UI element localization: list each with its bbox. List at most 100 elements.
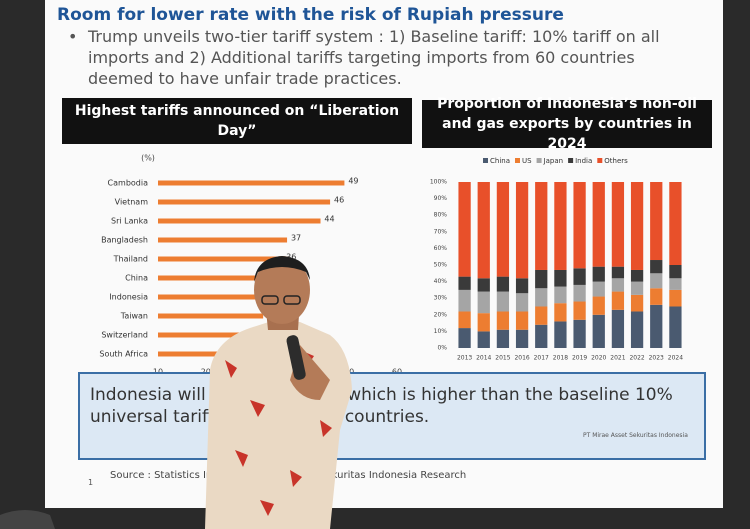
category-label: Vietnam	[115, 198, 149, 207]
legend-label: US	[522, 157, 532, 165]
bar-segment	[630, 311, 644, 348]
bar	[158, 294, 264, 300]
slide-title: Room for lower rate with the risk of Rup…	[57, 5, 564, 25]
bar	[158, 332, 259, 338]
callout: Indonesia will face 32% tariff, which is…	[78, 372, 706, 460]
bar-segment	[611, 309, 625, 348]
category-label: Taiwan	[120, 312, 148, 321]
value-label: 44	[324, 215, 334, 224]
legend-label: China	[490, 157, 510, 165]
y-tick-label: 100%	[430, 179, 447, 186]
bar-segment	[650, 182, 663, 261]
bar-segment	[515, 311, 529, 330]
x-tick-label: 2023	[649, 355, 664, 362]
bar	[158, 351, 254, 357]
bar-segment	[630, 182, 644, 270]
y-tick-label: 20%	[434, 311, 448, 318]
x-tick-label: 2020	[591, 355, 606, 362]
category-label: South Africa	[99, 350, 148, 359]
y-tick-label: 70%	[434, 228, 448, 235]
bar-segment	[535, 182, 548, 270]
bar-segment	[573, 268, 586, 285]
bar-segment	[611, 266, 625, 279]
bar	[158, 180, 345, 186]
bar-segment	[496, 276, 510, 292]
x-tick-label: 2024	[668, 355, 683, 362]
bar-segment	[630, 281, 644, 295]
value-label: 37	[291, 234, 301, 243]
bar	[158, 313, 264, 319]
bar-segment	[535, 269, 548, 289]
bar	[158, 199, 331, 205]
bar-segment	[592, 281, 605, 297]
legend-label: Others	[604, 157, 628, 165]
y-tick-label: 30%	[434, 295, 448, 302]
bar-segment	[535, 324, 548, 348]
value-label: 32	[267, 310, 277, 319]
bar-segment	[611, 182, 625, 267]
category-label: Cambodia	[108, 179, 149, 188]
bar-segment	[669, 265, 682, 279]
value-label: 30	[258, 348, 268, 357]
x-tick-label: 2016	[514, 355, 529, 362]
bar-segment	[515, 329, 529, 348]
category-label: Indonesia	[109, 293, 148, 302]
chart-title: Proportion of Indonesia’s non-oil and ga…	[422, 96, 712, 152]
bar-segment	[650, 273, 663, 289]
legend-swatch	[483, 158, 488, 163]
bar-segment	[573, 182, 586, 269]
value-label: 49	[348, 177, 358, 186]
bar-segment	[669, 278, 682, 290]
bar-segment	[458, 276, 471, 290]
bar-segment	[650, 260, 663, 274]
x-tick-label: 2015	[495, 355, 510, 362]
bar-segment	[496, 291, 510, 312]
bar-segment	[669, 306, 682, 348]
legend-label: Japan	[543, 157, 564, 165]
bar-segment	[554, 286, 567, 304]
x-tick-label: 2017	[534, 355, 549, 362]
x-tick-label: 2013	[457, 355, 472, 362]
y-tick-label: 80%	[434, 212, 448, 219]
bar-segment	[477, 313, 490, 332]
bar-segment	[592, 314, 605, 348]
category-label: Bangladesh	[101, 236, 148, 245]
bar-segment	[650, 304, 663, 348]
bar	[158, 256, 283, 262]
chart-title: Highest tariffs announced on “Liberation…	[62, 98, 412, 144]
bar-segment	[630, 294, 644, 312]
bar-segment	[477, 331, 490, 348]
category-label: Thailand	[113, 255, 148, 264]
y-tick-label: 40%	[434, 278, 448, 285]
bar-segment	[592, 266, 605, 282]
bar-segment	[554, 321, 567, 348]
bar-segment	[535, 306, 548, 325]
bar-segment	[573, 284, 586, 302]
source: Source : Statistics Indonesia, Mirae Ass…	[110, 470, 467, 481]
legend-swatch	[568, 158, 574, 163]
bar-segment	[515, 182, 529, 279]
value-label: 32	[267, 291, 277, 300]
bar-segment	[554, 303, 567, 322]
bar	[158, 218, 321, 224]
bar-segment	[496, 311, 510, 330]
legend-swatch	[536, 158, 542, 163]
bar-segment	[554, 182, 567, 270]
x-tick-label: 2018	[553, 355, 568, 362]
bar-segment	[554, 269, 567, 287]
bar-segment	[630, 269, 644, 282]
bar-segment	[458, 289, 471, 312]
x-tick-label: 2022	[629, 355, 644, 362]
bar-segment	[515, 293, 529, 312]
bar-segment	[458, 311, 471, 329]
y-tick-label: 0%	[437, 345, 447, 352]
bullet-dot: •	[68, 27, 78, 46]
y-tick-label: 10%	[434, 328, 448, 335]
value-label: 31	[262, 329, 272, 338]
value-label: 34	[277, 272, 287, 281]
bullet-text: Trump unveils two-tier tariff system : 1…	[88, 27, 660, 88]
category-label: China	[125, 274, 148, 283]
bar-segment	[458, 182, 471, 277]
bullet: • Trump unveils two-tier tariff system : …	[68, 26, 698, 89]
